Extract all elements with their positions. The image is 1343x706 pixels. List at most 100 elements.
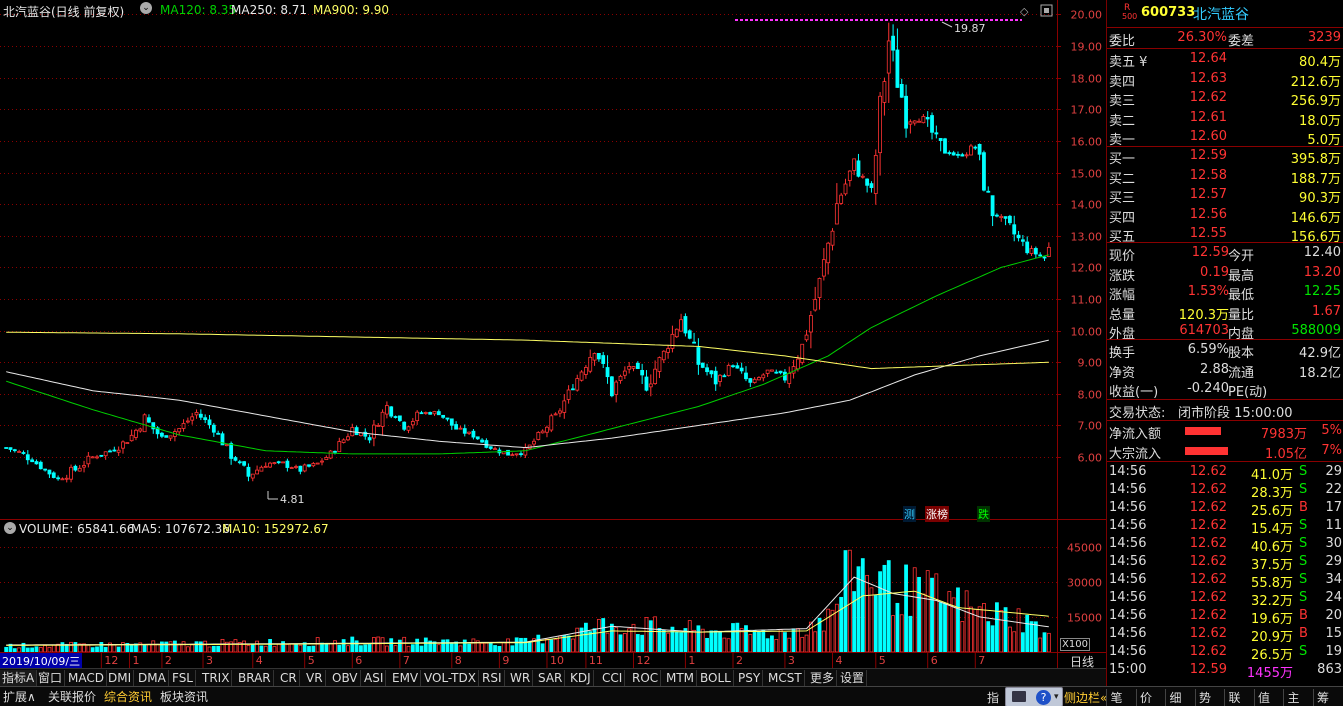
volume-bar <box>1003 607 1008 653</box>
candle-body <box>873 154 878 194</box>
volume-bar <box>770 635 774 653</box>
panel-tab[interactable]: 笔 <box>1106 689 1126 706</box>
candle-body <box>242 461 247 466</box>
badge-zhangbang[interactable]: 涨榜 <box>925 506 949 522</box>
volume-bar <box>506 638 510 653</box>
indicator-tab[interactable]: OBV <box>330 670 361 686</box>
candle-body <box>934 132 939 135</box>
indicator-tab[interactable]: DMA <box>136 670 169 686</box>
volume-bar <box>545 638 549 653</box>
flow-row: 净流入额 7983万 5% <box>1107 422 1343 442</box>
candle-body <box>315 462 320 465</box>
tick-row: 14:56 12.62 55.8万 S 34 <box>1107 571 1343 591</box>
volume-bar <box>354 640 359 653</box>
stock-code: 600733 <box>1141 5 1196 20</box>
bottom-tab[interactable]: 扩展∧ <box>3 690 36 704</box>
stat-value: 18.2亿 <box>1299 365 1341 381</box>
candle-body <box>774 371 779 374</box>
indicator-tab[interactable]: VOL-TDX <box>422 670 479 686</box>
volume-bar <box>1033 621 1038 653</box>
indicator-tab[interactable]: FSL <box>170 670 196 686</box>
candle-body <box>108 450 112 453</box>
indicator-tab[interactable]: ASI <box>362 670 387 686</box>
maximize-icon[interactable] <box>1040 4 1053 17</box>
indicator-tab[interactable]: KDJ <box>568 670 594 686</box>
tick-side: B <box>1299 500 1308 515</box>
indicator-tab[interactable]: 更多 <box>808 670 838 686</box>
volume-bar <box>1020 632 1025 653</box>
indicator-tab[interactable]: ROC <box>630 670 662 686</box>
diamond-icon[interactable]: ◇ <box>1020 5 1029 18</box>
panel-tab[interactable]: 细 <box>1165 689 1185 706</box>
indicator-tab[interactable]: CR <box>278 670 300 686</box>
candle-body <box>263 465 268 468</box>
volume-bar <box>596 618 601 653</box>
panel-tab[interactable]: 值 <box>1253 689 1274 706</box>
panel-tab[interactable]: 势 <box>1194 689 1215 706</box>
indicator-tab[interactable]: VR <box>304 670 326 686</box>
volume-bar <box>540 643 545 653</box>
indicator-tab[interactable]: DMI <box>106 670 135 686</box>
indicator-tab[interactable]: EMV <box>390 670 422 686</box>
panel-tab[interactable]: 主 <box>1283 689 1303 706</box>
indicator-tab[interactable]: WR <box>508 670 534 686</box>
ask-volume: 18.0万 <box>1299 113 1341 129</box>
badge-ce[interactable]: 测 <box>903 506 916 522</box>
indicator-tab[interactable]: BRAR <box>236 670 274 686</box>
volume-bar <box>116 646 121 653</box>
indicator-tab[interactable]: 设置 <box>838 670 868 686</box>
panel-tab[interactable]: 价 <box>1135 689 1156 706</box>
help-icon[interactable]: ? <box>1036 690 1051 705</box>
ask-volume: 256.9万 <box>1290 94 1341 109</box>
candle-body <box>320 460 324 463</box>
indicator-tab[interactable]: MACD <box>66 670 107 686</box>
candle-body <box>726 364 731 376</box>
period-label[interactable]: 日线 <box>1070 655 1095 669</box>
indicator-tab[interactable]: CCI <box>600 670 626 686</box>
ime-toolbar[interactable]: ? ▾ <box>1005 687 1063 706</box>
indicator-toggle[interactable]: 指 <box>987 691 1000 705</box>
indicator-tab[interactable]: BOLL <box>698 670 734 686</box>
candle-body <box>722 375 727 378</box>
time-tick-label: 10 <box>550 654 564 667</box>
bottom-tab[interactable]: 综合资讯 <box>104 690 153 704</box>
candle-body <box>666 348 671 353</box>
tick-volume: 25.6万 <box>1251 504 1293 519</box>
time-tick-label: 4 <box>836 654 843 667</box>
sidebar-toggle[interactable]: 侧边栏« <box>1064 689 1107 706</box>
volume-bar <box>60 642 65 653</box>
indicator-tab[interactable]: PSY <box>736 670 764 686</box>
badge-die[interactable]: 跌 <box>977 506 990 522</box>
volume-bar <box>679 632 683 653</box>
indicator-tab[interactable]: 指标A <box>0 670 38 686</box>
tick-time: 14:56 <box>1109 536 1147 551</box>
volume-bar <box>103 646 108 653</box>
stat-label: 今开 <box>1228 249 1255 264</box>
ime-more-icon[interactable]: ▾ <box>1054 692 1059 702</box>
panel-tab[interactable]: 筹 <box>1312 689 1333 706</box>
indicator-tab[interactable]: RSI <box>480 670 505 686</box>
volume-dropdown-icon[interactable]: ⌄ <box>4 522 16 534</box>
keyboard-icon[interactable] <box>1012 691 1026 702</box>
indicator-tab[interactable]: 窗口 <box>36 670 66 686</box>
kline-chart[interactable]: 6.00 7.00 8.00 9.00 10.00 11.00 12.00 13.00 14.0… <box>0 0 1106 668</box>
candle-body <box>125 442 130 444</box>
candle-body <box>493 448 497 451</box>
candle-body <box>341 439 346 443</box>
dropdown-icon[interactable]: ⌄ <box>140 2 152 14</box>
candle-body <box>224 444 229 447</box>
stat-value: 1.53% <box>1187 284 1229 299</box>
bottom-tab[interactable]: 板块资讯 <box>160 690 209 704</box>
candle-body <box>220 433 225 446</box>
indicator-tab[interactable]: SAR <box>536 670 566 686</box>
indicator-tab[interactable]: MCST <box>766 670 805 686</box>
candle-body <box>1016 234 1021 239</box>
indicator-tab[interactable]: TRIX <box>200 670 233 686</box>
tick-row: 14:56 12.62 32.2万 S 24 <box>1107 589 1343 609</box>
indicator-tab[interactable]: MTM <box>664 670 698 686</box>
panel-tab[interactable]: 联 <box>1224 689 1244 706</box>
bottom-tab[interactable]: 关联报价 <box>48 690 97 704</box>
candle-body <box>4 447 9 449</box>
volume-bar <box>1012 631 1017 653</box>
